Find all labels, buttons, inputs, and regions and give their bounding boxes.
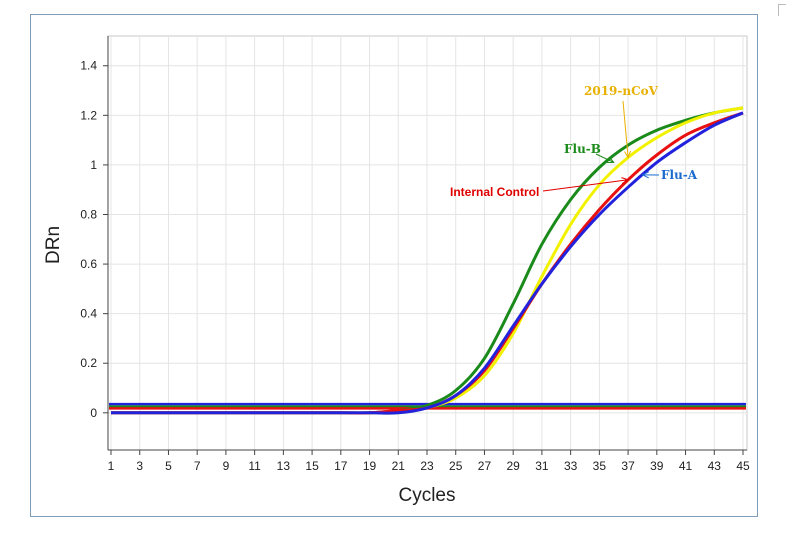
x-tick-label: 17 bbox=[334, 459, 348, 473]
annotations: 2019-nCoV Flu-B Flu-A Internal Control bbox=[450, 84, 698, 199]
x-tick-label: 5 bbox=[165, 459, 172, 473]
annotation-arrow bbox=[542, 179, 629, 192]
grid bbox=[108, 36, 747, 450]
annotation-arrowhead bbox=[624, 150, 632, 159]
series-lines bbox=[110, 106, 744, 415]
annotation-label: 2019-nCoV bbox=[584, 84, 659, 98]
x-tick-label: 25 bbox=[449, 459, 463, 473]
x-tick-label: 9 bbox=[223, 459, 230, 473]
x-tick-label: 7 bbox=[194, 459, 201, 473]
window-corner bbox=[778, 4, 786, 16]
x-axis-title: Cycles bbox=[398, 485, 455, 506]
x-tick-label: 19 bbox=[363, 459, 377, 473]
annotation-arrowhead bbox=[621, 177, 630, 185]
x-tick-label: 35 bbox=[593, 459, 607, 473]
x-tick-label: 41 bbox=[679, 459, 693, 473]
annotation-arrowhead bbox=[606, 156, 615, 163]
x-tick-label: 39 bbox=[650, 459, 664, 473]
annotation-arrowhead bbox=[641, 171, 650, 179]
annotation-label: Internal Control bbox=[450, 185, 539, 199]
x-tick-label: 31 bbox=[535, 459, 549, 473]
y-tick-label: 1 bbox=[90, 158, 97, 172]
y-tick-label: 1.2 bbox=[80, 108, 97, 122]
y-axis-title: DRn bbox=[43, 226, 64, 264]
y-tick-label: 0.6 bbox=[80, 257, 97, 271]
x-tick-label: 13 bbox=[277, 459, 291, 473]
annotation-label: Flu-B bbox=[564, 142, 601, 156]
x-tick-label: 11 bbox=[248, 459, 261, 473]
x-tick-label: 15 bbox=[305, 459, 319, 473]
annotation-arrow bbox=[622, 100, 629, 158]
annotation-label: Flu-A bbox=[661, 168, 698, 182]
x-tick-label: 3 bbox=[136, 459, 143, 473]
y-tick-label: 0 bbox=[90, 406, 97, 420]
y-tick-label: 0.2 bbox=[80, 356, 97, 370]
x-tick-label: 23 bbox=[420, 459, 434, 473]
y-tick-label: 0.4 bbox=[80, 307, 97, 321]
x-tick-label: 27 bbox=[478, 459, 492, 473]
x-tick-label: 43 bbox=[708, 459, 722, 473]
x-tick-label: 45 bbox=[736, 459, 750, 473]
x-tick-label: 33 bbox=[564, 459, 578, 473]
x-tick-label: 1 bbox=[108, 459, 115, 473]
annotation-arrow bbox=[595, 153, 614, 163]
x-axis: 1 3 5 7 9 11 13 15 17 19 21 23 25 27 29 31 33 35 37 39 41 43 4… bbox=[108, 449, 750, 473]
series-line-flu-a bbox=[110, 111, 744, 415]
x-tick-label: 37 bbox=[621, 459, 635, 473]
y-tick-label: 1.4 bbox=[80, 59, 97, 73]
qpcr-amplification-chart: 1 3 5 7 9 11 13 15 17 19 21 23 25 27 29 31 33 35 37 39 41 43 4… bbox=[43, 35, 750, 506]
chart-frame: 1 3 5 7 9 11 13 15 17 19 21 23 25 27 29 31 33 35 37 39 41 43 4… bbox=[30, 14, 758, 517]
x-tick-label: 29 bbox=[507, 459, 521, 473]
y-axis: 0 0.2 0.4 0.6 0.8 1 1.2 1.4 bbox=[80, 36, 109, 450]
x-tick-label: 21 bbox=[392, 459, 406, 473]
y-tick-label: 0.8 bbox=[80, 207, 97, 221]
